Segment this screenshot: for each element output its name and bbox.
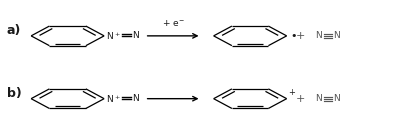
Text: N: N	[315, 31, 322, 40]
Text: N: N	[132, 31, 138, 40]
Text: N: N	[333, 94, 339, 103]
Text: N$^+$: N$^+$	[106, 93, 121, 105]
Text: N$^+$: N$^+$	[106, 30, 121, 42]
Text: a): a)	[7, 24, 21, 37]
Text: N: N	[333, 31, 339, 40]
Text: +: +	[288, 88, 295, 97]
Text: + e$^{-}$: + e$^{-}$	[162, 18, 184, 28]
Text: +: +	[295, 94, 305, 104]
Text: +: +	[295, 31, 305, 41]
Text: N: N	[132, 94, 138, 103]
Text: b): b)	[7, 87, 22, 100]
Text: N: N	[315, 94, 322, 103]
Text: •: •	[290, 31, 296, 42]
